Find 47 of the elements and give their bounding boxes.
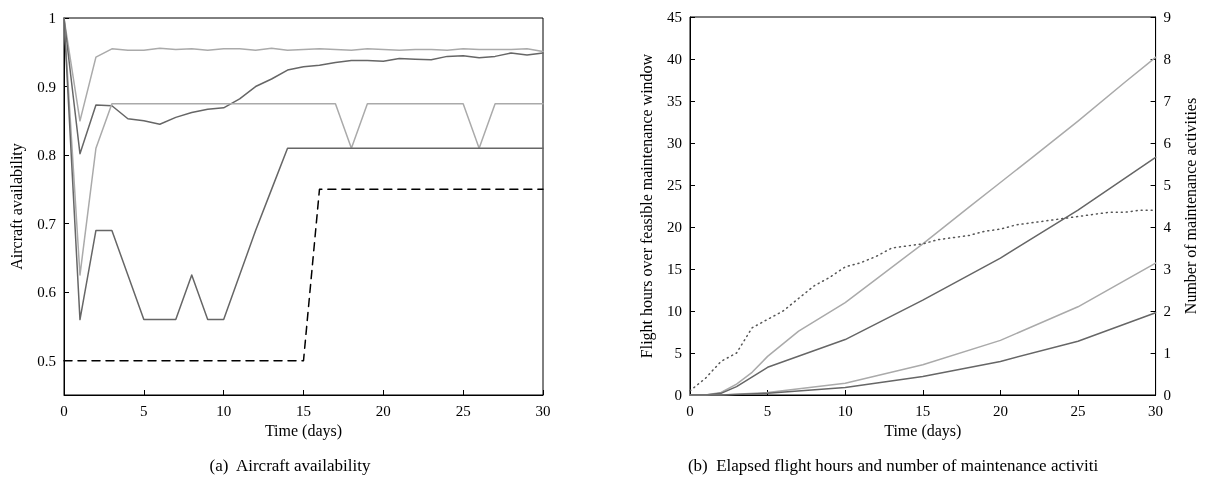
y-tick-label: 35 bbox=[667, 93, 682, 109]
x-tick-label: 25 bbox=[455, 402, 471, 419]
y2-tick-label: 7 bbox=[1163, 93, 1172, 109]
y-tick-label: 40 bbox=[667, 51, 682, 67]
x-tick-label: 20 bbox=[992, 402, 1008, 419]
y-tick-label: 0.5 bbox=[37, 352, 56, 369]
y2-tick-label: 4 bbox=[1163, 219, 1172, 235]
text: (b) Elapsed flight hours and number of maintenance activiti bbox=[687, 456, 1099, 475]
y-tick-label: 0.6 bbox=[37, 284, 57, 301]
y-axis-title: Flight hours over feasible maintenance window bbox=[637, 53, 656, 359]
y2-tick-label: 6 bbox=[1163, 135, 1172, 151]
y-tick-label: 5 bbox=[674, 345, 682, 361]
y-tick-label: 0.9 bbox=[37, 78, 56, 95]
x-axis-title: Time (days) bbox=[264, 422, 343, 441]
y-tick-label: 0 bbox=[674, 387, 682, 403]
x-tick-label: 10 bbox=[216, 402, 232, 419]
y2-tick-label: 0 bbox=[1163, 387, 1172, 403]
x-tick-label: 30 bbox=[535, 402, 551, 419]
x-tick-label: 25 bbox=[1070, 402, 1086, 419]
x-tick-label: 30 bbox=[1148, 402, 1164, 419]
y-tick-label: 1 bbox=[48, 10, 56, 26]
x-tick-label: 15 bbox=[296, 402, 311, 419]
y2-tick-label: 3 bbox=[1163, 261, 1172, 277]
y2-tick-label: 2 bbox=[1163, 303, 1172, 319]
x-axis-title: Time (days) bbox=[884, 422, 962, 441]
x-tick-label: 10 bbox=[837, 402, 853, 419]
y-tick-label: 15 bbox=[667, 261, 682, 277]
x-tick-label: 5 bbox=[140, 402, 148, 419]
x-tick-label: 15 bbox=[915, 402, 931, 419]
x-tick-label: 20 bbox=[375, 402, 391, 419]
y2-tick-label: 9 bbox=[1163, 9, 1172, 25]
y2-tick-label: 1 bbox=[1163, 345, 1172, 361]
y2-tick-label: 5 bbox=[1163, 177, 1172, 193]
y-tick-label: 30 bbox=[667, 135, 682, 151]
y-tick-label: 0.7 bbox=[37, 215, 57, 232]
y-tick-label: 10 bbox=[667, 303, 682, 319]
x-tick-label: 5 bbox=[763, 402, 772, 419]
x-tick-label: 0 bbox=[686, 402, 694, 419]
x-tick-label: 0 bbox=[60, 402, 68, 419]
y2-axis-title: Number of maintenance activities bbox=[1181, 97, 1199, 315]
y-tick-label: 45 bbox=[667, 9, 682, 25]
y-axis-title: Aircraft availability bbox=[7, 143, 26, 270]
text: (a) Aircraft availability bbox=[209, 456, 371, 475]
y2-tick-label: 8 bbox=[1163, 51, 1172, 67]
y-tick-label: 20 bbox=[667, 219, 682, 235]
y-tick-label: 0.8 bbox=[37, 147, 56, 164]
y-tick-label: 25 bbox=[667, 177, 682, 193]
